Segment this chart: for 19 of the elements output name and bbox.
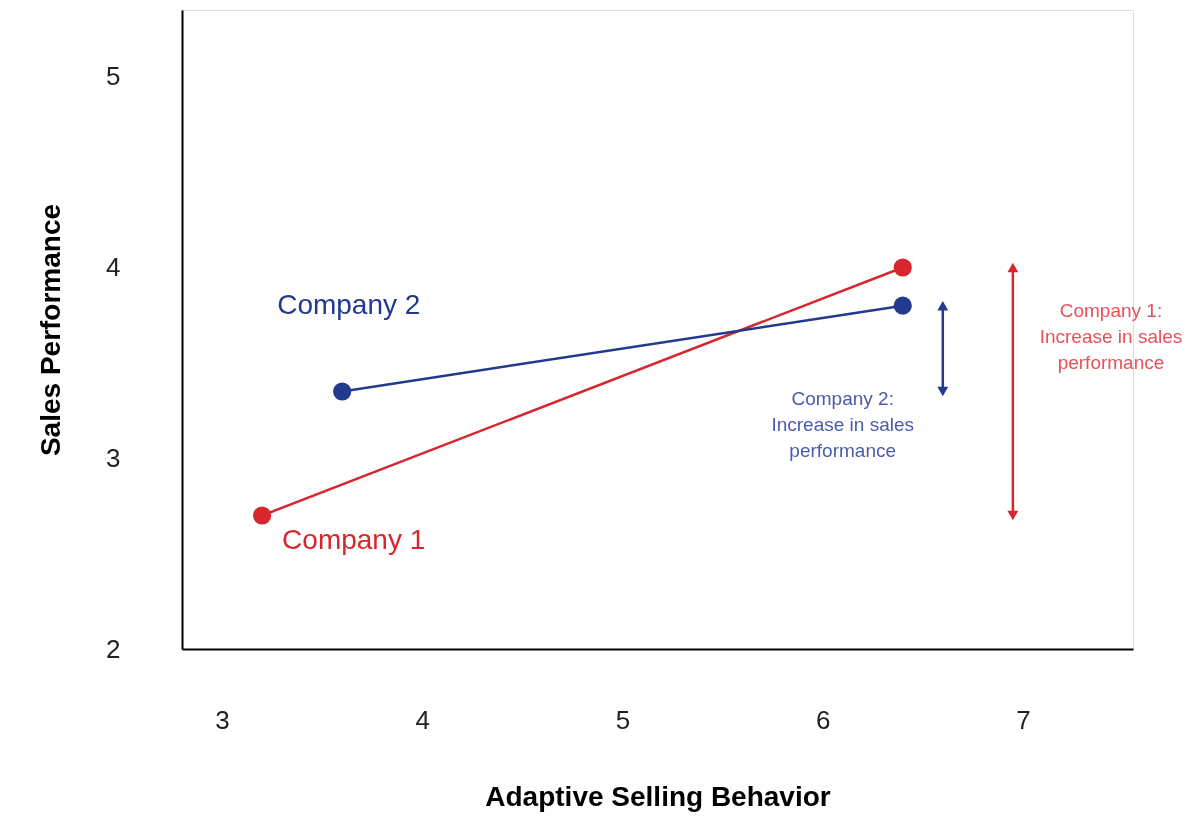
point <box>893 296 912 315</box>
x-tick-label: 7 <box>1016 704 1031 735</box>
y-axis-title: Sales Performance <box>35 203 67 457</box>
x-tick-label: 4 <box>415 704 430 735</box>
series-label: Company 1 <box>282 524 426 556</box>
y-tick-label: 4 <box>106 252 121 283</box>
x-axis-title: Adaptive Selling Behavior <box>485 780 831 812</box>
x-tick-label: 5 <box>615 704 631 735</box>
point <box>893 258 912 277</box>
y-tick-label: 3 <box>106 442 121 473</box>
text: Company 2 <box>277 289 421 321</box>
annotation: Company 2: Increase in sales performance <box>771 388 914 462</box>
y-tick-label: 5 <box>106 61 121 92</box>
annotation: Company 1: Increase in sales performance <box>1039 300 1183 374</box>
y-tick-label: 2 <box>106 633 121 664</box>
point <box>333 382 352 401</box>
x-tick-label: 3 <box>215 704 230 735</box>
x-tick-label: 6 <box>815 704 831 735</box>
point <box>253 506 272 525</box>
